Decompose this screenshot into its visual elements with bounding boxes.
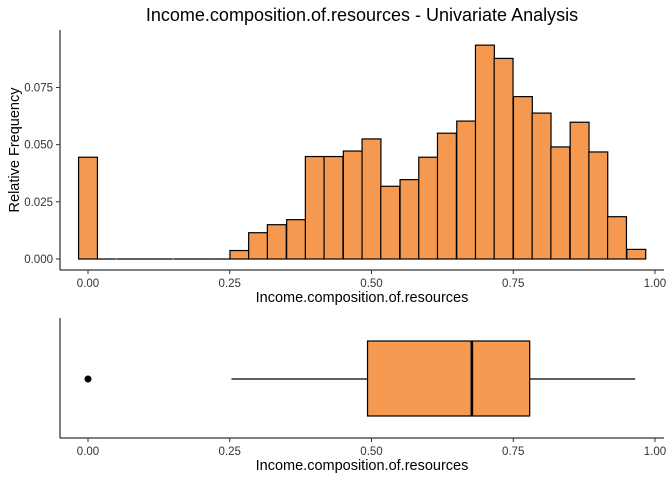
x-tick-label: 0.00 xyxy=(77,446,99,458)
histogram-bar xyxy=(342,150,363,260)
histogram-bar xyxy=(569,121,590,260)
boxplot-x-ticks: 0.00 0.25 0.50 0.75 1.00 xyxy=(77,438,666,458)
y-tick-label: 0.050 xyxy=(24,140,53,152)
histogram-y-ticks: 0.000 0.025 0.050 0.075 xyxy=(24,82,60,266)
histogram-bar xyxy=(266,224,287,260)
boxplot-box xyxy=(366,340,531,417)
histogram-bar xyxy=(606,216,628,260)
boxplot-x-axis-title: Income.composition.of.resources xyxy=(256,458,469,474)
boxplot-marks xyxy=(84,340,636,417)
boxplot-panel: 0.00 0.25 0.50 0.75 1.00 Income.composition.… xyxy=(59,318,666,474)
histogram-bar xyxy=(77,156,99,260)
x-tick-label: 0.25 xyxy=(219,278,241,290)
histogram-bar xyxy=(418,156,439,260)
histogram-bar xyxy=(323,155,344,260)
histogram-bar xyxy=(626,248,647,260)
histogram-bar xyxy=(493,57,514,260)
x-tick-label: 0.50 xyxy=(360,278,382,290)
histogram-bar xyxy=(380,185,401,260)
y-tick-label: 0.000 xyxy=(24,254,53,266)
histogram-bar xyxy=(531,112,552,260)
histogram-bar xyxy=(474,44,495,260)
x-tick-label: 0.75 xyxy=(502,278,524,290)
x-tick-label: 1.00 xyxy=(644,446,666,458)
x-tick-label: 1.00 xyxy=(644,278,666,290)
histogram-bar xyxy=(550,146,571,260)
histogram-x-axis-title: Income.composition.of.resources xyxy=(256,290,469,306)
histogram-bar xyxy=(399,179,420,260)
histogram-bar xyxy=(361,138,382,260)
histogram-bar xyxy=(286,219,307,260)
x-tick-label: 0.25 xyxy=(219,446,241,458)
histogram-bar xyxy=(436,132,457,260)
boxplot-outlier xyxy=(84,375,92,383)
histogram-bar xyxy=(512,96,533,260)
y-tick-label: 0.075 xyxy=(24,82,53,94)
histogram-bar xyxy=(456,120,477,260)
histogram-bar xyxy=(229,249,250,260)
chart-title: Income.composition.of.resources - Univar… xyxy=(146,5,578,25)
histogram-bar xyxy=(248,232,269,260)
histogram-bar xyxy=(588,151,609,260)
x-tick-label: 0.00 xyxy=(77,278,99,290)
histogram-bar xyxy=(304,155,325,260)
histogram-panel: 0.00 0.25 0.50 0.75 1.00 0.000 0.025 0.050 0.07… xyxy=(7,30,666,306)
x-tick-label: 0.75 xyxy=(502,446,524,458)
histogram-x-ticks: 0.00 0.25 0.50 0.75 1.00 xyxy=(77,270,666,290)
x-tick-label: 0.50 xyxy=(360,446,382,458)
histogram-y-axis-title: Relative Frequency xyxy=(7,87,23,213)
y-tick-label: 0.025 xyxy=(24,197,53,209)
histogram-bars xyxy=(77,44,647,260)
